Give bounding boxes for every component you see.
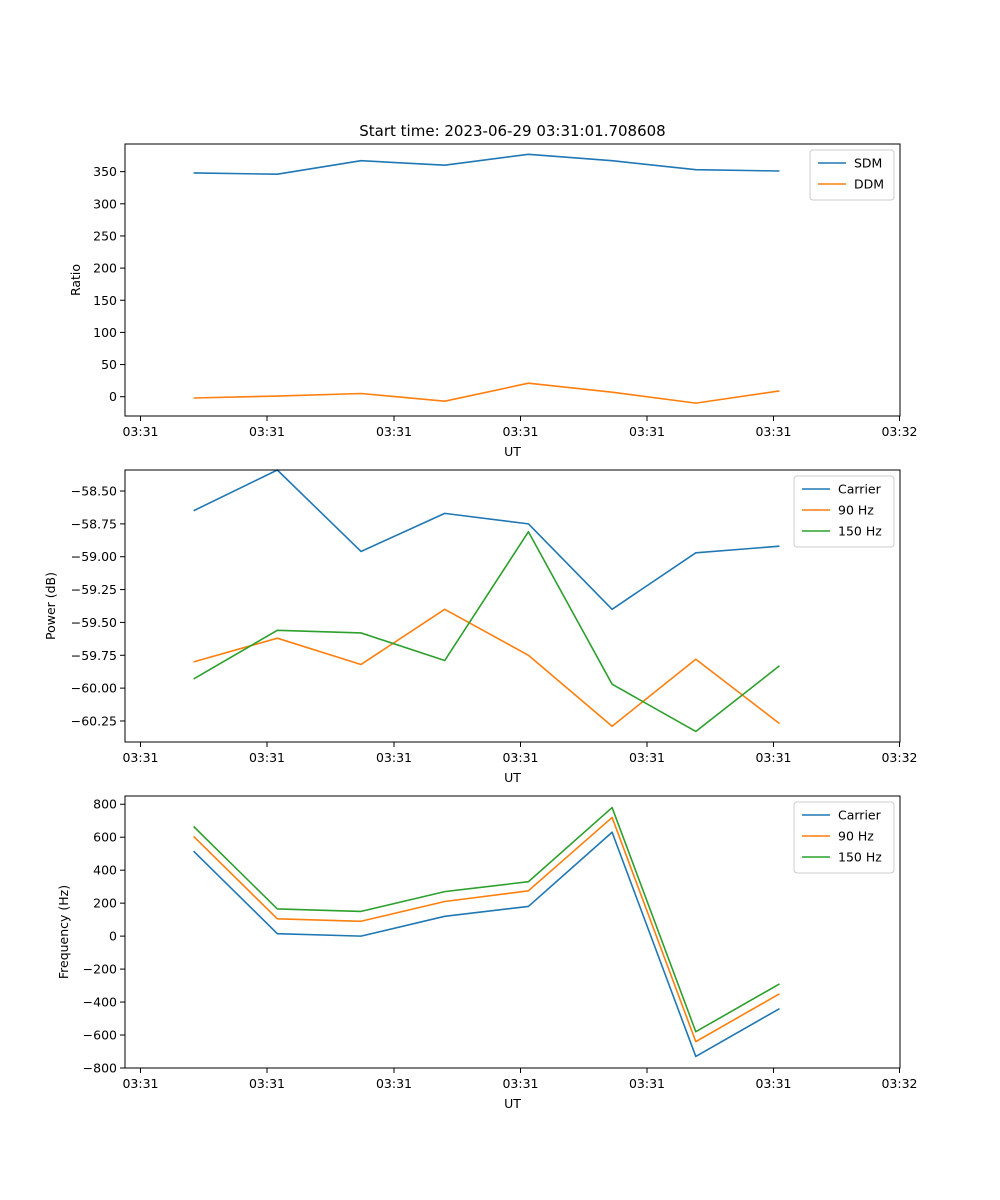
y-axis-label: Ratio xyxy=(68,264,83,296)
y-axis-label: Frequency (Hz) xyxy=(56,885,71,979)
legend: Carrier 90 Hz 150 Hz xyxy=(793,801,895,874)
x-tick-label: 03:31 xyxy=(122,424,158,439)
y-tick-label: −400 xyxy=(83,995,117,1010)
series-line-3 xyxy=(193,806,780,1033)
x-tick-label: 03:32 xyxy=(881,424,917,439)
y-tick-label: 0 xyxy=(109,389,117,404)
x-tick-label: 03:31 xyxy=(122,750,158,765)
x-tick-label: 03:31 xyxy=(755,1076,791,1091)
series-line-1 xyxy=(193,469,780,611)
y-tick-label: 150 xyxy=(93,293,117,308)
x-axis-label: UT xyxy=(504,444,521,459)
x-tick-label: 03:31 xyxy=(629,424,665,439)
panel-2: 03:31 03:31 03:31 03:31 03:31 03:31 03:32 UT −60… xyxy=(43,469,918,785)
x-tick-label: 03:31 xyxy=(755,750,791,765)
legend-label: Carrier xyxy=(838,482,882,497)
legend-box xyxy=(793,475,895,548)
y-tick-label: 600 xyxy=(93,830,117,845)
axes-frame xyxy=(124,143,901,417)
panel-3: 03:31 03:31 03:31 03:31 03:31 03:31 03:32 UT −80… xyxy=(56,795,918,1111)
series-line-3 xyxy=(193,530,780,733)
legend-label: 150 Hz xyxy=(838,850,882,865)
legend-label: Carrier xyxy=(838,808,882,823)
x-tick-label: 03:31 xyxy=(502,1076,538,1091)
y-tick-label: −59.50 xyxy=(71,615,117,630)
y-tick-label: 200 xyxy=(93,896,117,911)
legend-box xyxy=(793,801,895,874)
x-tick-label: 03:31 xyxy=(502,424,538,439)
x-tick-label: 03:32 xyxy=(881,750,917,765)
x-tick-label: 03:31 xyxy=(502,750,538,765)
legend: SDM DDM xyxy=(809,149,895,201)
axes-frame xyxy=(124,469,901,743)
series-line-2 xyxy=(193,816,780,1043)
panel-1: 03:31 03:31 03:31 03:31 03:31 03:31 03:32 UT 0 50… xyxy=(68,143,918,459)
x-axis-label: UT xyxy=(504,1096,521,1111)
y-axis-label: Power (dB) xyxy=(43,572,58,640)
legend-label: 90 Hz xyxy=(838,829,874,844)
y-tick-label: −59.25 xyxy=(71,582,117,597)
x-tick-label: 03:31 xyxy=(629,750,665,765)
series-line-1 xyxy=(193,153,780,176)
y-tick-label: −58.75 xyxy=(71,516,117,531)
series-line-2 xyxy=(193,608,780,728)
y-tick-label: −59.75 xyxy=(71,648,117,663)
x-tick-label: 03:31 xyxy=(249,424,285,439)
series-line-1 xyxy=(193,831,780,1058)
x-tick-label: 03:31 xyxy=(376,424,412,439)
x-tick-label: 03:31 xyxy=(249,1076,285,1091)
x-tick-label: 03:31 xyxy=(249,750,285,765)
x-tick-label: 03:31 xyxy=(755,424,791,439)
x-tick-label: 03:31 xyxy=(629,1076,665,1091)
y-tick-label: −59.00 xyxy=(71,549,117,564)
legend: Carrier 90 Hz 150 Hz xyxy=(793,475,895,548)
y-tick-label: 250 xyxy=(93,228,117,243)
figure-title: Start time: 2023-06-29 03:31:01.708608 xyxy=(359,122,665,140)
y-tick-label: −60.00 xyxy=(71,681,117,696)
x-tick-label: 03:31 xyxy=(122,1076,158,1091)
y-tick-label: 100 xyxy=(93,325,117,340)
legend-label: DDM xyxy=(854,177,884,192)
y-tick-label: −800 xyxy=(83,1061,117,1076)
y-tick-label: 200 xyxy=(93,261,117,276)
y-tick-label: 50 xyxy=(101,357,117,372)
x-tick-label: 03:32 xyxy=(881,1076,917,1091)
x-axis-label: UT xyxy=(504,770,521,785)
y-tick-label: 400 xyxy=(93,863,117,878)
legend-label: 90 Hz xyxy=(838,503,874,518)
legend-label: 150 Hz xyxy=(838,524,882,539)
y-tick-label: 0 xyxy=(109,929,117,944)
y-tick-label: 300 xyxy=(93,196,117,211)
series-line-2 xyxy=(193,382,780,404)
x-tick-label: 03:31 xyxy=(376,1076,412,1091)
x-tick-label: 03:31 xyxy=(376,750,412,765)
y-tick-label: −58.50 xyxy=(71,484,117,499)
axes-frame xyxy=(124,795,901,1069)
y-tick-label: 350 xyxy=(93,164,117,179)
legend-label: SDM xyxy=(854,156,882,171)
y-tick-label: −60.25 xyxy=(71,713,117,728)
y-tick-label: 800 xyxy=(93,797,117,812)
y-tick-label: −600 xyxy=(83,1028,117,1043)
y-tick-label: −200 xyxy=(83,962,117,977)
